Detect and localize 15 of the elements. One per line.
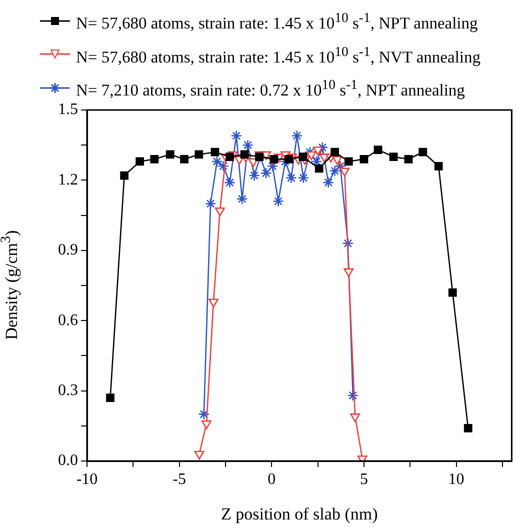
x-tick-label: -10 (76, 470, 98, 488)
y-tick-label: 1.2 (58, 171, 78, 188)
legend-label: N= 7,210 atoms, srain rate: 0.72 x 10$^{10}$ s$^{-1}$, NPT annealing (76, 77, 465, 100)
y-tick-label: 0.0 (58, 452, 78, 470)
x-tick-label: 0 (268, 470, 276, 488)
y-tick-label: 0.3 (58, 382, 78, 400)
x-tick-label: 10 (448, 470, 464, 488)
legend-label: N= 57,680 atoms, strain rate: 1.45 x 10$^{10}$ s$^{-1}$, NVT annealing (76, 42, 481, 68)
x-tick-label: -5 (172, 470, 186, 488)
legend-label: N= 57,680 atoms, strain rate: 1.45 x 10$^{10}$ s$^{-1}$, NPT annealing (76, 9, 478, 34)
y-tick-label: 0.6 (58, 312, 78, 329)
y-tick-label: 0.9 (58, 242, 78, 259)
x-axis-title: Z position of slab (nm) (220, 504, 378, 524)
x-tick-label: 5 (360, 470, 368, 488)
y-tick-label: 1.5 (58, 101, 78, 118)
